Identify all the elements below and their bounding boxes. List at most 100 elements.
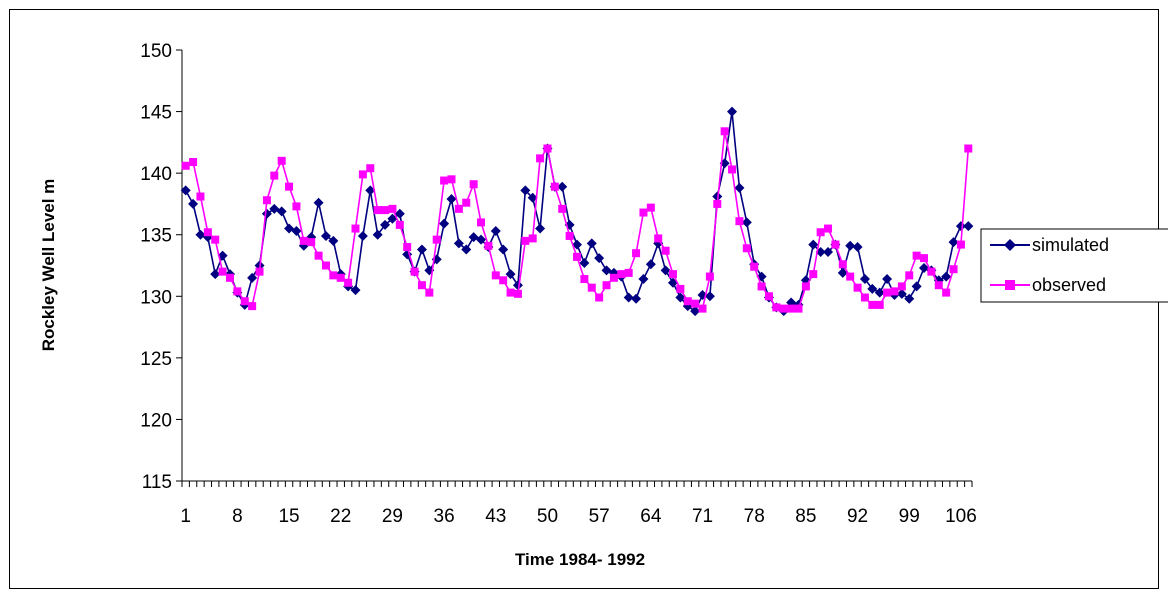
data-point-observed xyxy=(728,165,737,174)
data-point-simulated xyxy=(446,194,457,205)
data-point-observed xyxy=(388,204,397,213)
y-tick-label: 150 xyxy=(140,41,172,62)
x-tick-label: 85 xyxy=(795,506,816,527)
data-point-simulated xyxy=(741,217,752,228)
x-tick-label: 29 xyxy=(382,506,403,527)
data-point-observed xyxy=(558,204,567,213)
data-point-observed xyxy=(838,260,847,269)
legend-marker-observed xyxy=(1005,280,1015,290)
x-tick-label: 64 xyxy=(640,506,662,527)
data-point-simulated xyxy=(247,272,258,283)
x-tick-label: 8 xyxy=(232,506,243,527)
y-tick-label: 145 xyxy=(140,103,172,124)
x-tick-label: 15 xyxy=(278,506,299,527)
data-point-observed xyxy=(809,270,818,279)
data-point-simulated xyxy=(631,293,642,304)
data-point-observed xyxy=(609,273,618,282)
data-point-observed xyxy=(934,281,943,290)
data-point-observed xyxy=(211,235,220,244)
data-point-observed xyxy=(779,304,788,313)
data-point-observed xyxy=(595,293,604,302)
data-point-simulated xyxy=(527,192,538,203)
data-point-observed xyxy=(920,254,929,263)
data-point-simulated xyxy=(896,288,907,299)
data-point-observed xyxy=(573,252,581,261)
data-point-simulated xyxy=(941,271,952,282)
data-point-observed xyxy=(366,164,375,173)
data-point-simulated xyxy=(823,246,834,257)
data-point-observed xyxy=(831,240,840,249)
data-point-observed xyxy=(218,267,227,276)
series-line-simulated xyxy=(184,111,969,313)
data-point-observed xyxy=(750,262,759,271)
data-point-observed xyxy=(956,240,965,249)
data-point-simulated xyxy=(638,274,649,285)
data-point-observed xyxy=(285,182,294,191)
x-tick-label: 78 xyxy=(744,506,765,527)
data-point-simulated xyxy=(874,287,885,298)
data-point-observed xyxy=(720,127,729,136)
data-point-simulated xyxy=(623,292,634,303)
x-tick-label: 99 xyxy=(899,506,920,527)
data-point-simulated xyxy=(852,242,863,253)
data-point-observed xyxy=(912,251,921,260)
data-point-simulated xyxy=(261,208,272,219)
series-observed xyxy=(181,127,973,313)
data-point-observed xyxy=(580,275,589,284)
data-point-observed xyxy=(344,278,353,287)
data-point-observed xyxy=(565,231,574,240)
data-point-observed xyxy=(240,297,249,306)
data-point-simulated xyxy=(180,185,191,196)
data-point-observed xyxy=(764,292,773,301)
data-point-observed xyxy=(587,283,596,292)
data-point-simulated xyxy=(416,244,427,255)
data-point-simulated xyxy=(586,238,597,249)
data-point-observed xyxy=(883,288,892,297)
data-point-observed xyxy=(949,265,958,274)
data-point-observed xyxy=(521,236,530,245)
data-point-simulated xyxy=(675,292,686,303)
x-tick-label: 1 xyxy=(180,506,191,527)
x-tick-label: 71 xyxy=(692,506,713,527)
data-point-observed xyxy=(255,267,264,276)
x-tick-label: 50 xyxy=(537,506,558,527)
data-point-simulated xyxy=(372,229,383,240)
data-point-observed xyxy=(447,175,456,184)
data-point-observed xyxy=(410,267,419,276)
data-point-simulated xyxy=(808,239,819,250)
data-point-simulated xyxy=(498,244,509,255)
data-point-simulated xyxy=(955,221,966,232)
data-point-observed xyxy=(381,206,390,215)
data-point-observed xyxy=(189,158,198,167)
x-tick-label: 43 xyxy=(485,506,506,527)
data-point-observed xyxy=(477,218,486,227)
data-point-simulated xyxy=(476,234,487,245)
data-point-observed xyxy=(262,196,271,205)
data-point-observed xyxy=(277,156,286,165)
data-point-observed xyxy=(824,224,833,233)
data-point-observed xyxy=(395,220,404,229)
data-point-observed xyxy=(432,235,441,244)
data-point-simulated xyxy=(394,208,405,219)
data-point-observed xyxy=(196,192,205,201)
data-point-simulated xyxy=(439,218,450,229)
x-axis-title: Time 1984- 1992 xyxy=(515,550,645,569)
data-point-observed xyxy=(632,249,641,258)
data-point-observed xyxy=(853,283,862,292)
data-point-observed xyxy=(757,282,766,291)
data-point-observed xyxy=(351,224,360,233)
data-point-observed xyxy=(705,272,714,281)
y-tick-label: 125 xyxy=(140,349,172,370)
data-point-simulated xyxy=(579,258,590,269)
data-point-simulated xyxy=(660,265,671,276)
data-point-simulated xyxy=(291,226,302,237)
data-point-observed xyxy=(484,241,493,250)
data-point-observed xyxy=(735,217,744,226)
data-point-observed xyxy=(543,144,552,153)
data-point-simulated xyxy=(963,221,974,232)
data-point-simulated xyxy=(837,267,848,278)
data-point-observed xyxy=(321,261,330,270)
x-tick-label: 92 xyxy=(847,506,868,527)
data-point-observed xyxy=(668,270,677,279)
data-point-observed xyxy=(713,199,722,208)
